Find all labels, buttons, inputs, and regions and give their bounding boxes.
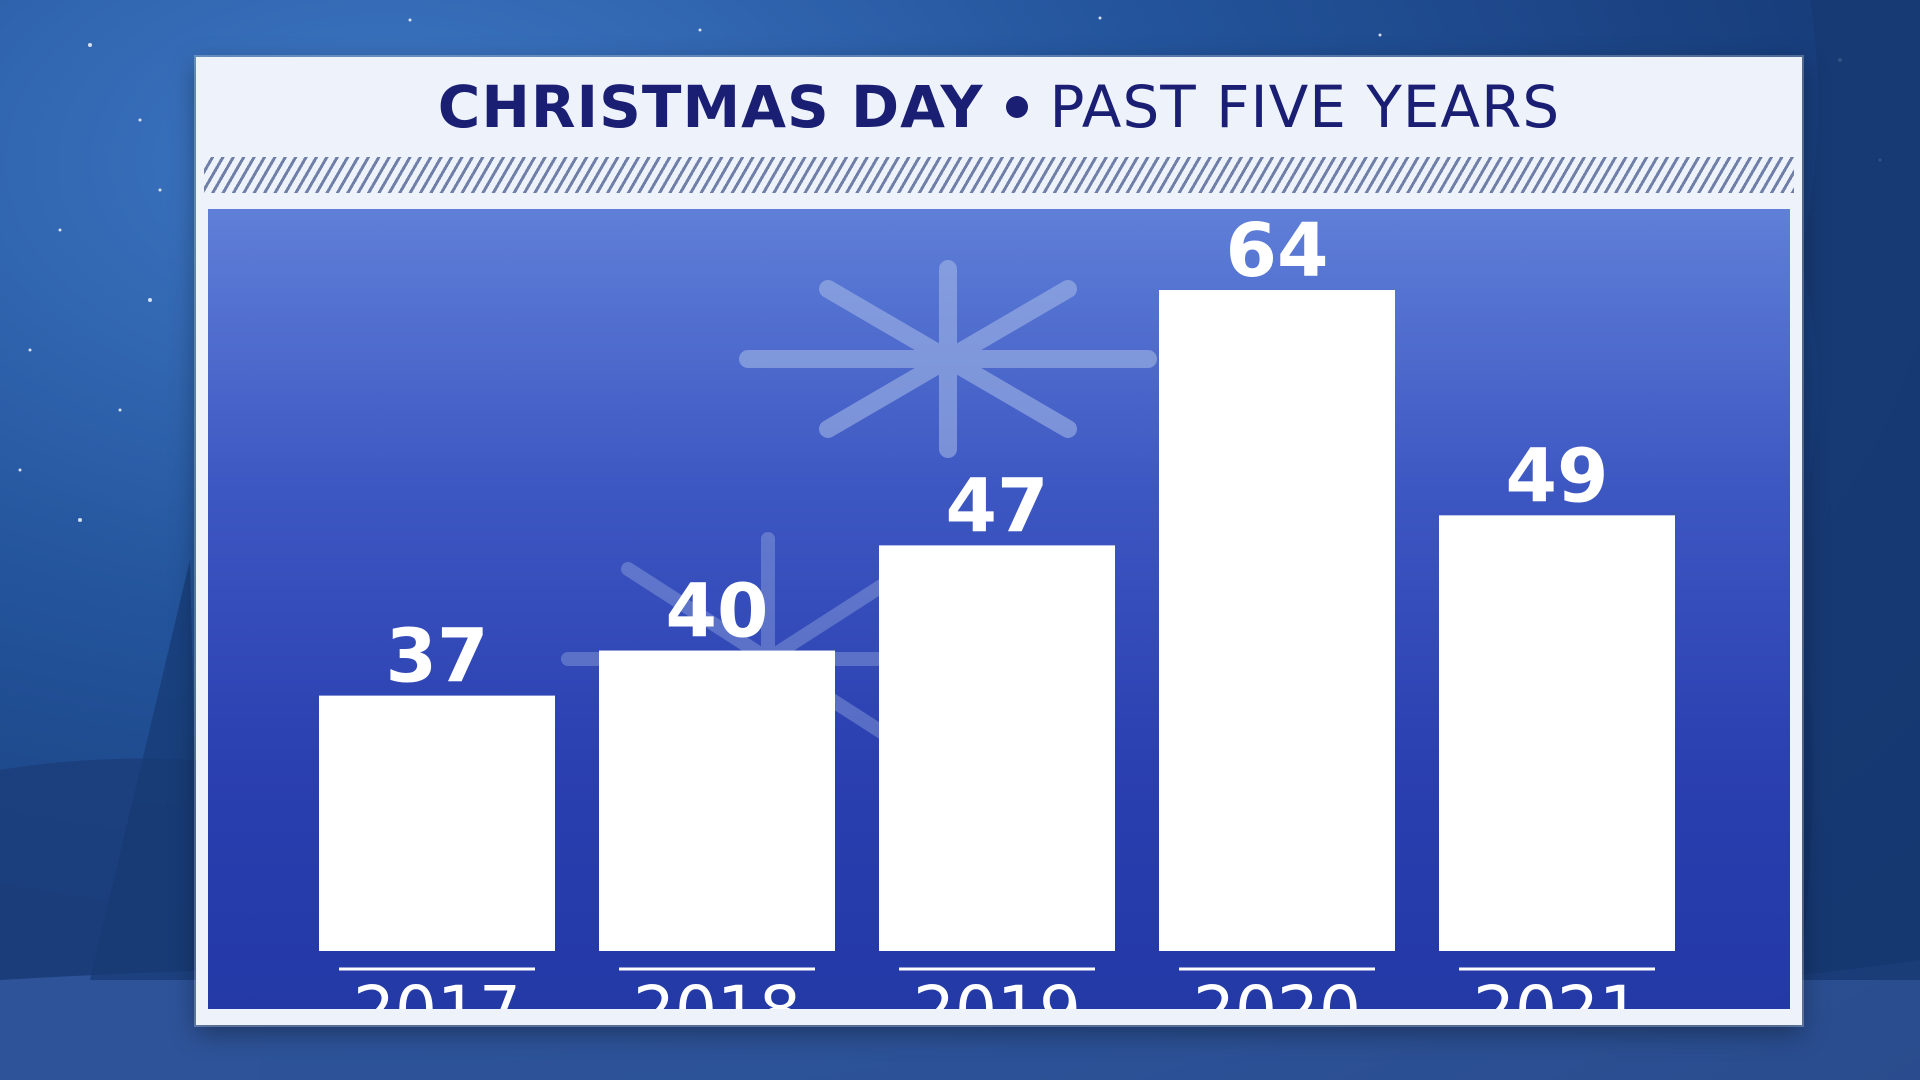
data-label-2020: 64 xyxy=(1226,209,1329,294)
category-label-2020: 2020 xyxy=(1193,972,1361,1009)
title-separator-dot xyxy=(1005,96,1028,118)
data-label-2017: 37 xyxy=(386,614,489,700)
bar-2018 xyxy=(599,650,835,951)
bar-2017 xyxy=(319,695,555,951)
title-light-text: PAST FIVE YEARS xyxy=(1049,73,1561,141)
chart-panel: CHRISTMAS DAY PAST FIVE YEARS 37 2017 40 20… xyxy=(196,57,1802,1025)
plot-area: 37 2017 40 2018 47 2019 64 2020 49 2021 xyxy=(208,209,1790,1009)
bar-2020 xyxy=(1159,290,1395,951)
data-label-2021: 49 xyxy=(1506,433,1609,519)
data-label-2018: 40 xyxy=(666,569,769,655)
hatched-divider xyxy=(204,157,1794,193)
title-bold-text: CHRISTMAS DAY xyxy=(437,73,984,141)
chart-title: CHRISTMAS DAY PAST FIVE YEARS xyxy=(196,57,1802,157)
bar-chart: 37 2017 40 2018 47 2019 64 2020 49 2021 xyxy=(319,209,1675,1009)
category-label-2021: 2021 xyxy=(1473,972,1641,1009)
category-label-2019: 2019 xyxy=(913,972,1081,1009)
category-label-2018: 2018 xyxy=(633,972,801,1009)
data-label-2019: 47 xyxy=(946,463,1049,549)
bar-2019 xyxy=(879,545,1115,951)
bar-2021 xyxy=(1439,515,1675,951)
category-label-2017: 2017 xyxy=(353,972,521,1009)
